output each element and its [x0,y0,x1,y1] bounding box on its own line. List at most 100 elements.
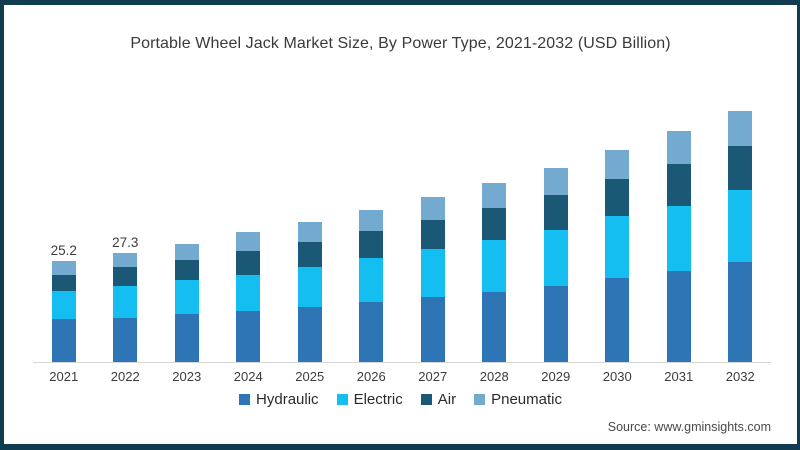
bar-stack-2028 [482,183,507,362]
bar-segment-air [420,219,445,249]
legend-label: Electric [353,391,403,408]
bar-segment-pneumatic [297,222,322,242]
bar-column-2022: 27.3 [95,65,157,362]
bar-segment-hydraulic [666,270,691,362]
x-axis-label-2022: 2022 [110,369,140,384]
legend-item-electric: Electric [336,391,403,408]
x-axis-label-2029: 2029 [541,369,571,384]
x-axis-label-2024: 2024 [233,369,263,384]
bar-segment-air [359,231,384,259]
bar-segment-pneumatic [51,261,76,276]
bar-segment-hydraulic [359,301,384,362]
bar-column-2027 [402,65,464,362]
legend-item-pneumatic: Pneumatic [474,391,562,408]
bar-segment-air [51,275,76,292]
bar-stack-2026 [359,210,384,362]
bar-segment-hydraulic [174,314,199,362]
bar-segment-pneumatic [420,197,445,220]
bar-column-2024 [218,65,280,362]
bar-stack-2022 [113,252,138,362]
bar-stack-2021 [51,261,76,362]
bar-stack-2031 [666,131,691,362]
bar-column-2026 [341,65,403,362]
bar-segment-electric [51,291,76,320]
bar-segment-pneumatic [113,252,138,267]
bar-column-2028 [464,65,526,362]
bar-stack-2024 [236,232,261,362]
bar-segment-pneumatic [359,210,384,232]
bar-segment-air [728,146,753,191]
bar-segment-air [236,250,261,276]
x-axis: 2021 2022 2023 2024 2025 2026 2027 2028 2029 2030… [33,369,771,384]
bar-segment-electric [605,216,630,279]
chart-title: Portable Wheel Jack Market Size, By Powe… [130,35,671,52]
bar-column-2030 [587,65,649,362]
bar-segment-pneumatic [666,131,691,165]
x-axis-label-2025: 2025 [295,369,325,384]
bar-segment-pneumatic [236,232,261,251]
legend-item-hydraulic: Hydraulic [239,391,319,408]
bar-stack-2025 [297,222,322,362]
bar-segment-hydraulic [543,285,568,362]
bar-stack-2029 [543,168,568,362]
bar-segment-hydraulic [605,278,630,362]
x-axis-label-2027: 2027 [418,369,448,384]
bar-segment-pneumatic [174,243,199,260]
legend-swatch-electric [336,394,348,405]
bar-stack-2027 [420,197,445,362]
bar-segment-air [113,266,138,287]
bar-segment-hydraulic [482,291,507,362]
bar-segment-electric [482,240,507,292]
bar-total-label: 27.3 [112,234,139,250]
bar-segment-hydraulic [297,307,322,362]
bar-segment-electric [728,190,753,262]
bar-column-2031 [648,65,710,362]
x-axis-label-2028: 2028 [479,369,509,384]
x-axis-label-2030: 2030 [602,369,632,384]
bar-segment-air [666,164,691,206]
legend-label: Air [437,391,457,408]
legend-item-air: Air [420,391,457,408]
bar-segment-electric [297,267,322,308]
bar-stack-2023 [174,243,199,362]
bar-segment-air [174,259,199,280]
bar-segment-electric [666,205,691,271]
bar-segment-electric [236,275,261,311]
bar-segment-air [605,179,630,217]
legend-label: Pneumatic [491,391,562,408]
bar-column-2029 [525,65,587,362]
bar-segment-electric [359,258,384,302]
bar-segment-electric [543,230,568,286]
bar-stack-2032 [728,111,753,362]
x-axis-label-2023: 2023 [172,369,202,384]
source-note: Source: www.gminsights.com [607,420,771,434]
x-axis-label-2032: 2032 [725,369,755,384]
bar-segment-pneumatic [728,111,753,147]
bar-column-2025 [279,65,341,362]
bar-column-2032 [710,65,772,362]
legend-swatch-pneumatic [474,394,486,405]
legend-label: Hydraulic [256,391,319,408]
bar-segment-pneumatic [482,183,507,209]
bar-segment-hydraulic [420,297,445,362]
bar-segment-air [543,194,568,231]
bar-segment-air [297,241,322,268]
x-axis-label-2031: 2031 [664,369,694,384]
bar-segment-air [482,208,507,241]
bar-segment-pneumatic [543,168,568,195]
bar-segment-hydraulic [236,310,261,362]
bar-segment-hydraulic [51,319,76,362]
bar-segment-pneumatic [605,150,630,180]
legend-swatch-hydraulic [239,394,251,405]
bar-total-label: 25.2 [50,243,77,259]
bar-stack-2030 [605,150,630,362]
bar-segment-hydraulic [113,318,138,362]
bar-segment-electric [174,279,199,314]
bar-segment-electric [420,248,445,298]
bar-column-2023 [156,65,218,362]
plot-area: 25.2 27.3 [33,65,771,363]
bar-column-2021: 25.2 [33,65,95,362]
x-axis-label-2021: 2021 [49,369,79,384]
bar-segment-hydraulic [728,261,753,362]
